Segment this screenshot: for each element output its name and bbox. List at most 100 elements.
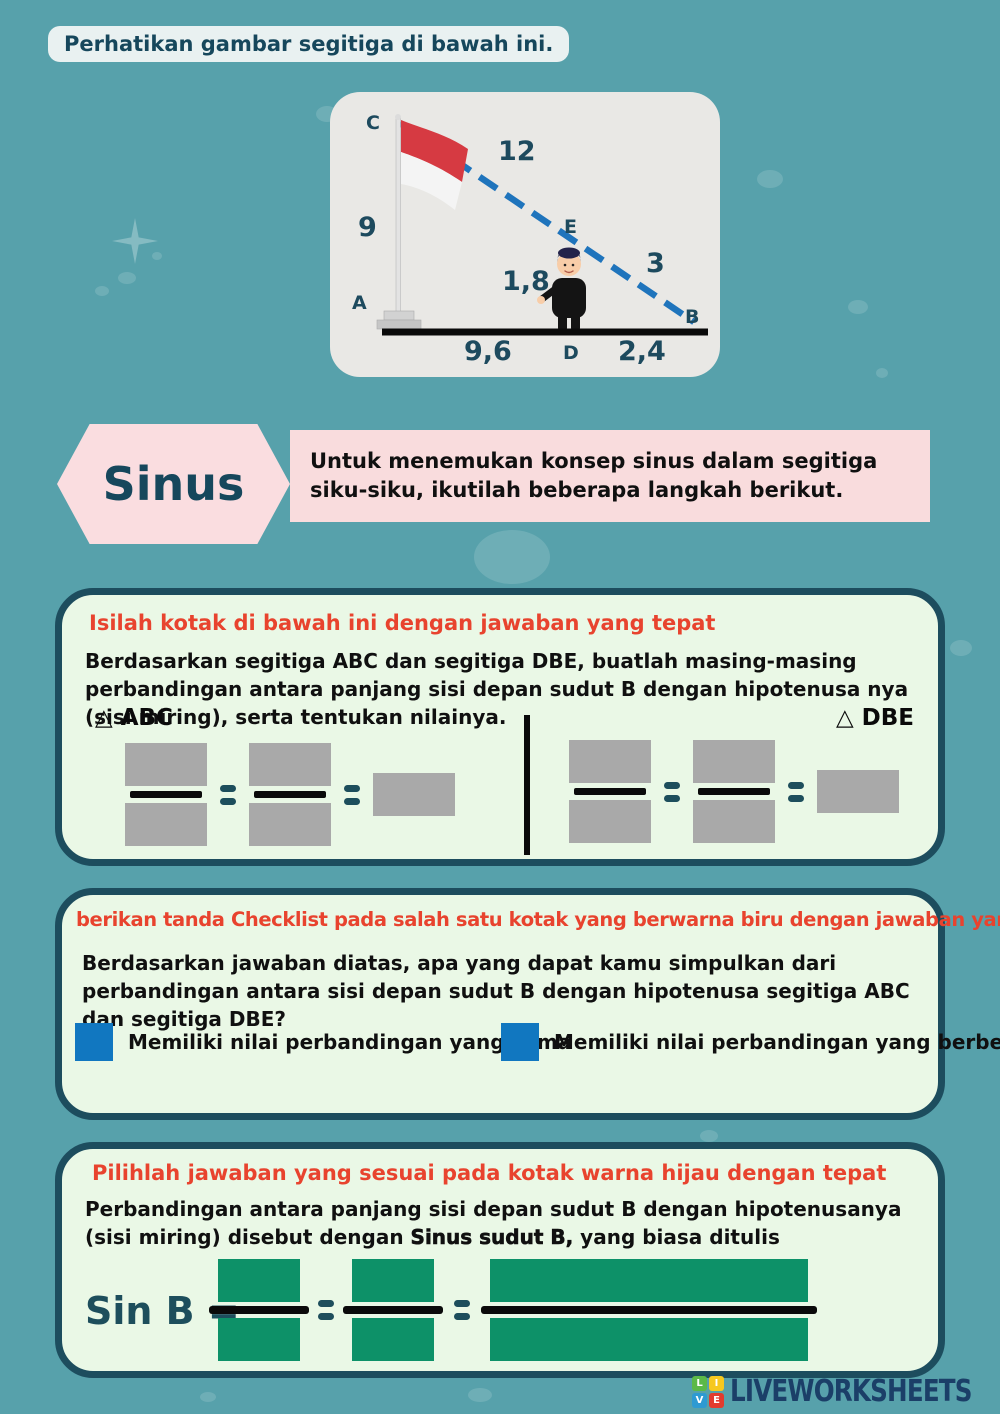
fraction-bar: [254, 791, 326, 798]
option-same-value-label: Memiliki nilai perbandingan yang sama: [128, 1030, 572, 1054]
card3-body-start: Perbandingan antara panjang sisi depan s…: [85, 1197, 902, 1249]
dbe-denominator-2-answer-box[interactable]: [693, 800, 775, 843]
abc-numerator-1-answer-box[interactable]: [125, 743, 207, 786]
dbe-fraction-row: [569, 740, 899, 843]
decorative-blob: [876, 368, 888, 378]
sin-fraction-2: [343, 1259, 443, 1361]
option-different-value-label: Memiliki nilai perbandingan yang berbeda: [554, 1030, 1000, 1054]
flag-red-stripe: [401, 120, 468, 182]
vertex-label-d: D: [563, 342, 579, 364]
card3-body: Perbandingan antara panjang sisi depan s…: [85, 1195, 937, 1251]
decorative-blob: [474, 530, 550, 584]
sin-numerator-2-answer-box[interactable]: [352, 1259, 434, 1302]
sin-denominator-wide-answer-box[interactable]: [490, 1318, 808, 1361]
abc-fraction-2: [249, 743, 331, 846]
length-hypotenuse-lower: 3: [646, 248, 665, 279]
triangle-abc-label: △ ABC: [95, 705, 173, 731]
sin-numerator-1-answer-box[interactable]: [218, 1259, 300, 1302]
equals-sign: [318, 1300, 334, 1320]
checkbox-same-value[interactable]: [75, 1023, 113, 1061]
card1-title: Isilah kotak di bawah ini dengan jawaban…: [89, 611, 716, 635]
card-checklist: berikan tanda Checklist pada salah satu …: [55, 888, 1000, 1120]
card2-title: berikan tanda Checklist pada salah satu …: [76, 908, 1000, 931]
abc-fraction-1: [125, 743, 207, 846]
instruction-pill: Perhatikan gambar segitiga di bawah ini.: [48, 26, 570, 62]
logo-tile-i: I: [709, 1375, 724, 1391]
triangle-figure: C 12 9 E 3 1,8 A B 9,6 D 2,4: [330, 92, 720, 377]
logo-tile-l: L: [692, 1375, 707, 1391]
card3-body-bold: Sinus sudut B,: [410, 1225, 574, 1250]
equals-sign: [664, 781, 680, 802]
sin-numerator-wide-answer-box[interactable]: [490, 1259, 808, 1302]
fraction-bar: [698, 788, 770, 795]
sin-fraction-row: [209, 1259, 817, 1361]
sparkle-star-icon: [112, 218, 158, 264]
equals-sign: [788, 781, 804, 802]
fraction-bar: [343, 1306, 443, 1314]
dbe-fraction-2: [693, 740, 775, 843]
equals-sign: [454, 1300, 470, 1320]
sin-fraction-1: [209, 1259, 309, 1361]
dbe-fraction-1: [569, 740, 651, 843]
abc-value-answer-box[interactable]: [373, 773, 455, 816]
option-same-value: Memiliki nilai perbandingan yang sama: [75, 1023, 571, 1061]
length-base-right: 2,4: [618, 336, 666, 367]
abc-numerator-2-answer-box[interactable]: [249, 743, 331, 786]
liveworksheets-logo: L I V E LIVEWORKSHEETS: [692, 1374, 1000, 1409]
decorative-blob: [950, 640, 972, 656]
flag-pole: [395, 117, 401, 317]
fraction-bar: [209, 1306, 309, 1314]
liveworksheets-logo-icon: L I V E: [692, 1375, 724, 1408]
triangle-dbe-label: △ DBE: [835, 705, 914, 731]
sinus-intro-box: Untuk menemukan konsep sinus dalam segit…: [290, 430, 930, 522]
sinus-badge-label: Sinus: [102, 457, 245, 511]
card1-body: Berdasarkan segitiga ABC dan segitiga DB…: [85, 649, 909, 729]
sin-fraction-wide: [481, 1259, 817, 1361]
card-fill-boxes: Isilah kotak di bawah ini dengan jawaban…: [55, 588, 945, 866]
decorative-blob: [200, 1392, 216, 1402]
length-base-left: 9,6: [464, 336, 512, 367]
logo-tile-v: V: [692, 1392, 707, 1408]
hypotenuse-dashed-line: [398, 120, 696, 325]
length-person: 1,8: [502, 266, 550, 297]
dbe-numerator-2-answer-box[interactable]: [693, 740, 775, 783]
card2-body: Berdasarkan jawaban diatas, apa yang dap…: [82, 951, 910, 1031]
vertex-label-b: B: [685, 306, 700, 328]
card-sinus-definition: Pilihlah jawaban yang sesuai pada kotak …: [55, 1142, 945, 1378]
vertical-divider: [524, 715, 530, 855]
decorative-blob: [118, 272, 136, 284]
sin-denominator-2-answer-box[interactable]: [352, 1318, 434, 1361]
length-pole: 9: [358, 212, 377, 243]
abc-denominator-1-answer-box[interactable]: [125, 803, 207, 846]
vertex-label-c: C: [366, 112, 380, 134]
card3-body-end: yang biasa ditulis: [573, 1225, 780, 1249]
boy-illustration: [537, 247, 586, 331]
liveworksheets-logo-text: LIVEWORKSHEETS: [730, 1374, 972, 1409]
decorative-blob: [95, 286, 109, 296]
logo-tile-e: E: [709, 1392, 724, 1408]
vertex-label-e: E: [564, 216, 577, 238]
sinus-badge: Sinus: [57, 424, 290, 544]
triangle-diagram-art: [376, 114, 708, 336]
fraction-bar: [574, 788, 646, 795]
equals-sign: [344, 784, 360, 805]
dbe-value-answer-box[interactable]: [817, 770, 899, 813]
decorative-blob: [152, 252, 162, 260]
sin-denominator-1-answer-box[interactable]: [218, 1318, 300, 1361]
decorative-blob: [700, 1130, 718, 1142]
card3-title: Pilihlah jawaban yang sesuai pada kotak …: [92, 1161, 887, 1185]
checkbox-different-value[interactable]: [501, 1023, 539, 1061]
fraction-bar: [481, 1306, 817, 1314]
vertex-label-a: A: [352, 292, 367, 314]
decorative-blob: [848, 300, 868, 314]
abc-denominator-2-answer-box[interactable]: [249, 803, 331, 846]
decorative-blob: [468, 1388, 492, 1402]
fraction-bar: [130, 791, 202, 798]
flag-white-stripe: [401, 152, 462, 210]
length-hypotenuse-upper: 12: [498, 136, 536, 167]
abc-fraction-row: [125, 743, 455, 846]
dbe-numerator-1-answer-box[interactable]: [569, 740, 651, 783]
equals-sign: [220, 784, 236, 805]
dbe-denominator-1-answer-box[interactable]: [569, 800, 651, 843]
